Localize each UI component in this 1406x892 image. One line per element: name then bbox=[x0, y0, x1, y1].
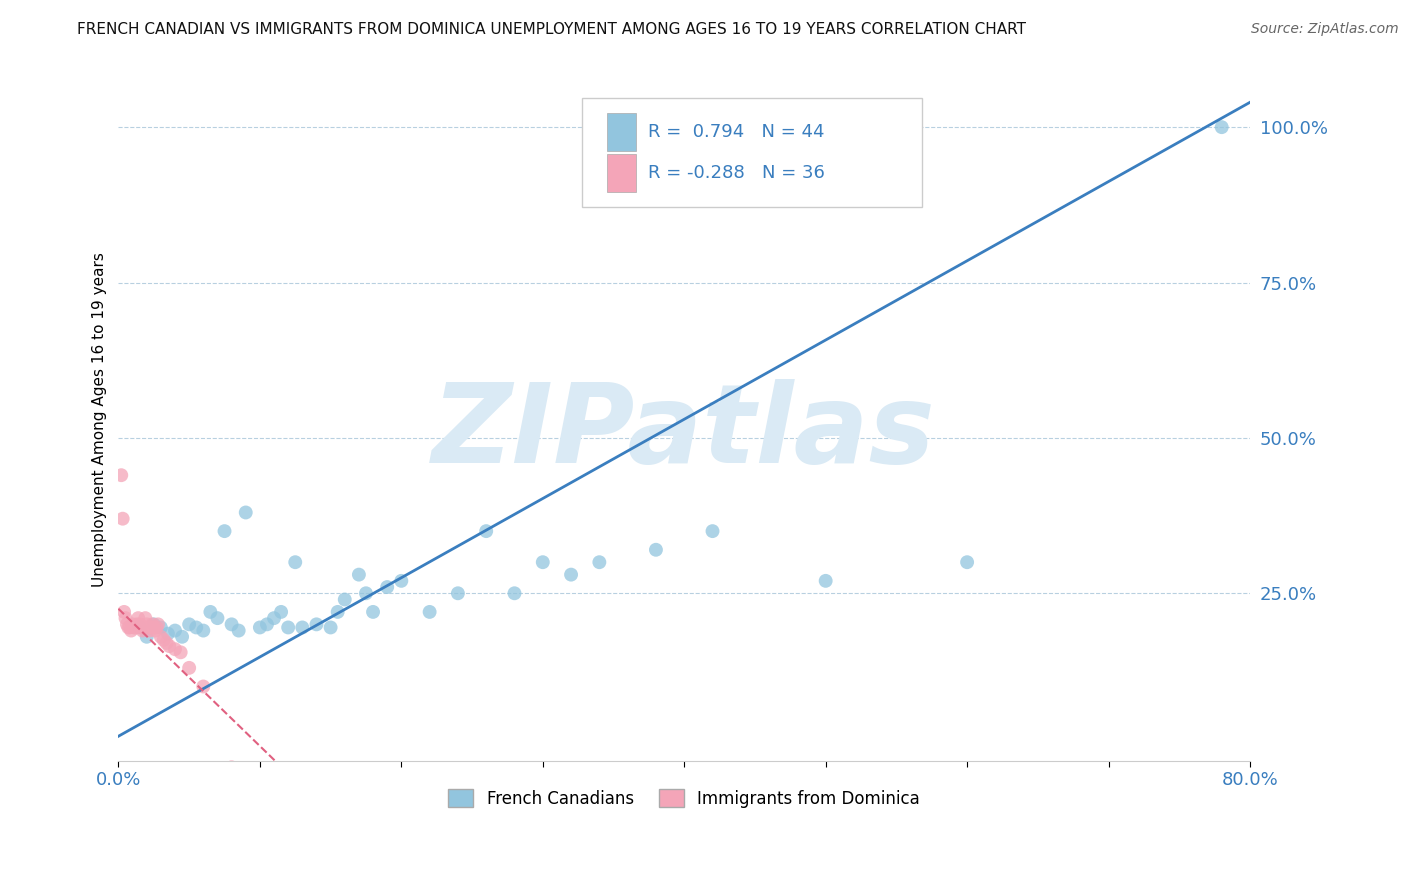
Point bbox=[256, 617, 278, 632]
Point bbox=[214, 524, 236, 538]
Point bbox=[645, 542, 668, 557]
Point bbox=[235, 506, 257, 520]
Point bbox=[375, 580, 398, 594]
Point bbox=[814, 574, 837, 588]
Point bbox=[277, 620, 299, 634]
Point bbox=[475, 524, 498, 538]
Point bbox=[503, 586, 526, 600]
Text: Source: ZipAtlas.com: Source: ZipAtlas.com bbox=[1251, 22, 1399, 37]
Point bbox=[291, 620, 314, 634]
Point bbox=[170, 645, 193, 659]
Point bbox=[319, 620, 342, 634]
Point bbox=[361, 605, 384, 619]
Text: FRENCH CANADIAN VS IMMIGRANTS FROM DOMINICA UNEMPLOYMENT AMONG AGES 16 TO 19 YEA: FRENCH CANADIAN VS IMMIGRANTS FROM DOMIN… bbox=[77, 22, 1026, 37]
Point bbox=[179, 661, 201, 675]
Point bbox=[118, 620, 141, 634]
Point bbox=[263, 611, 285, 625]
Point bbox=[143, 624, 166, 638]
Point bbox=[124, 620, 146, 634]
Point bbox=[155, 636, 177, 650]
Point bbox=[125, 617, 148, 632]
Point bbox=[305, 617, 328, 632]
Point bbox=[270, 605, 292, 619]
FancyBboxPatch shape bbox=[607, 113, 636, 151]
Point bbox=[207, 611, 229, 625]
Point bbox=[228, 624, 250, 638]
Point bbox=[956, 555, 979, 569]
Point bbox=[249, 620, 271, 634]
Point bbox=[163, 642, 186, 657]
Point bbox=[149, 630, 172, 644]
FancyBboxPatch shape bbox=[607, 154, 636, 192]
Point bbox=[284, 555, 307, 569]
Text: ZIPatlas: ZIPatlas bbox=[433, 379, 936, 486]
Point bbox=[139, 620, 162, 634]
Point bbox=[193, 624, 215, 638]
Point bbox=[131, 624, 153, 638]
Point bbox=[156, 626, 179, 640]
Text: R =  0.794   N = 44: R = 0.794 N = 44 bbox=[648, 123, 824, 141]
Point bbox=[149, 620, 172, 634]
Point bbox=[221, 617, 243, 632]
Point bbox=[120, 624, 142, 638]
Point bbox=[389, 574, 412, 588]
Point bbox=[146, 617, 169, 632]
Point bbox=[157, 639, 180, 653]
Point bbox=[122, 620, 145, 634]
Point bbox=[128, 620, 150, 634]
Point bbox=[141, 617, 163, 632]
Point bbox=[172, 630, 194, 644]
Point bbox=[1211, 120, 1233, 135]
Point bbox=[163, 624, 186, 638]
Point bbox=[135, 630, 157, 644]
Point bbox=[129, 620, 152, 634]
Point bbox=[136, 620, 159, 634]
Point bbox=[128, 617, 150, 632]
Point bbox=[702, 524, 724, 538]
Point bbox=[186, 620, 208, 634]
Point bbox=[112, 605, 135, 619]
Legend: French Canadians, Immigrants from Dominica: French Canadians, Immigrants from Domini… bbox=[441, 783, 927, 814]
Point bbox=[326, 605, 349, 619]
Point bbox=[110, 468, 132, 483]
Point bbox=[221, 760, 243, 774]
Point bbox=[179, 617, 201, 632]
Point bbox=[200, 605, 222, 619]
Point bbox=[117, 620, 139, 634]
Point bbox=[134, 611, 156, 625]
Point bbox=[531, 555, 554, 569]
Point bbox=[354, 586, 377, 600]
Y-axis label: Unemployment Among Ages 16 to 19 years: Unemployment Among Ages 16 to 19 years bbox=[93, 252, 107, 587]
Text: R = -0.288   N = 36: R = -0.288 N = 36 bbox=[648, 164, 825, 182]
Point bbox=[114, 611, 136, 625]
Point bbox=[152, 632, 174, 647]
Point bbox=[142, 617, 165, 632]
Point bbox=[115, 617, 138, 632]
Point bbox=[333, 592, 356, 607]
Point bbox=[447, 586, 470, 600]
Point bbox=[142, 620, 165, 634]
Point bbox=[419, 605, 441, 619]
Point bbox=[560, 567, 582, 582]
Point bbox=[138, 624, 160, 638]
Point bbox=[111, 511, 134, 525]
Point bbox=[588, 555, 610, 569]
FancyBboxPatch shape bbox=[582, 98, 922, 207]
Point bbox=[132, 620, 155, 634]
Point bbox=[193, 680, 215, 694]
Point bbox=[127, 611, 149, 625]
Point bbox=[347, 567, 370, 582]
Point bbox=[135, 617, 157, 632]
Point bbox=[121, 617, 143, 632]
Point bbox=[145, 620, 167, 634]
